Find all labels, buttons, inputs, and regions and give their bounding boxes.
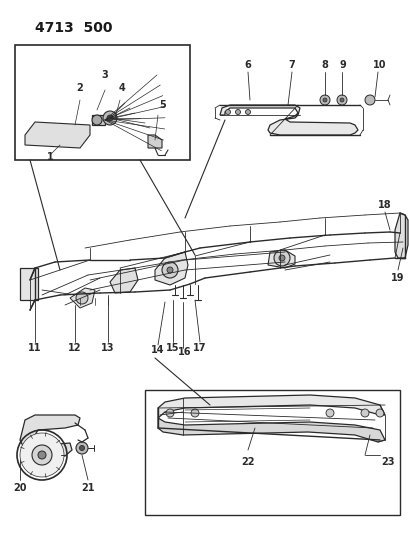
Circle shape <box>325 409 333 417</box>
Text: 4: 4 <box>118 83 125 93</box>
Text: 1: 1 <box>47 152 53 162</box>
Polygon shape <box>394 213 407 258</box>
Circle shape <box>339 98 343 102</box>
Polygon shape <box>155 252 188 285</box>
Circle shape <box>92 115 102 125</box>
Polygon shape <box>110 268 138 293</box>
Polygon shape <box>148 135 162 148</box>
Text: 18: 18 <box>377 200 391 210</box>
Circle shape <box>225 109 230 115</box>
Circle shape <box>32 445 52 465</box>
Polygon shape <box>70 288 95 308</box>
Circle shape <box>235 109 240 115</box>
Circle shape <box>191 409 198 417</box>
Text: 16: 16 <box>178 347 191 357</box>
Circle shape <box>360 409 368 417</box>
Polygon shape <box>25 122 90 148</box>
Text: 15: 15 <box>166 343 179 353</box>
Text: 2: 2 <box>76 83 83 93</box>
Circle shape <box>166 409 173 417</box>
Text: 23: 23 <box>380 457 394 467</box>
Bar <box>15 45 189 160</box>
Text: 19: 19 <box>390 273 404 283</box>
Circle shape <box>278 255 284 261</box>
Text: 8: 8 <box>321 60 328 70</box>
Text: 9: 9 <box>339 60 346 70</box>
Text: 13: 13 <box>101 343 115 353</box>
Text: 12: 12 <box>68 343 81 353</box>
Circle shape <box>322 98 326 102</box>
Bar <box>20 268 38 300</box>
Circle shape <box>273 250 289 266</box>
Circle shape <box>103 111 117 125</box>
Text: 6: 6 <box>244 60 251 70</box>
Text: 10: 10 <box>372 60 386 70</box>
Text: 21: 21 <box>81 483 94 493</box>
Text: 22: 22 <box>240 457 254 467</box>
Text: 14: 14 <box>151 345 164 355</box>
Circle shape <box>319 95 329 105</box>
Circle shape <box>79 446 84 450</box>
Text: 20: 20 <box>13 483 27 493</box>
Bar <box>145 390 399 515</box>
Text: 3: 3 <box>101 70 108 80</box>
Polygon shape <box>220 105 357 135</box>
Circle shape <box>20 433 64 477</box>
Circle shape <box>38 451 46 459</box>
Text: 11: 11 <box>28 343 42 353</box>
Text: 17: 17 <box>193 343 206 353</box>
Circle shape <box>245 109 250 115</box>
Text: 7: 7 <box>288 60 294 70</box>
Circle shape <box>107 115 113 121</box>
Text: 5: 5 <box>159 100 166 110</box>
Circle shape <box>364 95 374 105</box>
Circle shape <box>336 95 346 105</box>
Circle shape <box>76 292 88 304</box>
Circle shape <box>162 262 178 278</box>
Circle shape <box>166 267 173 273</box>
Polygon shape <box>20 415 80 456</box>
Circle shape <box>375 409 383 417</box>
Polygon shape <box>157 418 384 442</box>
Polygon shape <box>267 250 294 268</box>
Circle shape <box>76 442 88 454</box>
Polygon shape <box>157 395 384 418</box>
Polygon shape <box>92 115 105 125</box>
Text: 4713  500: 4713 500 <box>35 21 112 35</box>
